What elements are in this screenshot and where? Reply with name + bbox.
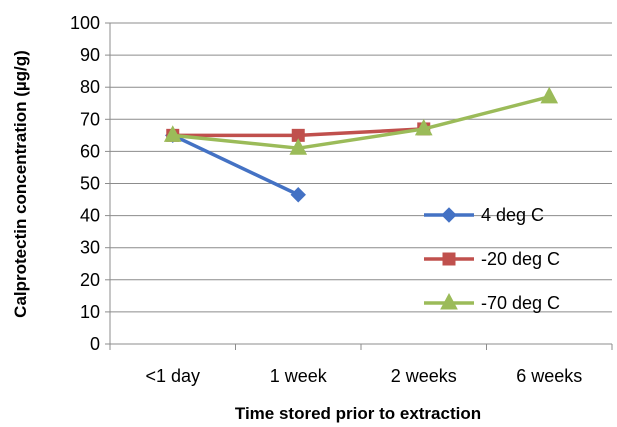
x-tick-label: 1 week <box>270 366 328 386</box>
data-point <box>163 125 182 142</box>
legend-entry: -20 deg C <box>424 249 560 269</box>
data-point <box>540 86 559 104</box>
data-point <box>289 138 308 155</box>
y-tick-label: 60 <box>80 141 100 161</box>
y-tick-label: 20 <box>80 270 100 290</box>
y-tick-label: 50 <box>80 174 100 194</box>
legend-entry: 4 deg C <box>424 205 544 225</box>
y-tick-label: 90 <box>80 45 100 65</box>
legend-marker <box>441 207 457 223</box>
x-tick-label: 2 weeks <box>391 366 457 386</box>
y-axis-title: Calprotectin concentration (µg/g) <box>11 50 30 318</box>
data-point <box>414 118 433 136</box>
y-tick-label: 0 <box>90 334 100 354</box>
data-point <box>290 187 306 203</box>
legend: 4 deg C -20 deg C -70 deg C <box>424 205 560 313</box>
series-line <box>171 95 551 150</box>
x-tick-label: <1 day <box>145 366 200 386</box>
y-tick-label: 80 <box>80 77 100 97</box>
legend-label: -70 deg C <box>481 293 560 313</box>
y-tick-label: 30 <box>80 238 100 258</box>
gridlines <box>110 22 612 313</box>
y-tick-label: 40 <box>80 206 100 226</box>
legend-label: -20 deg C <box>481 249 560 269</box>
x-tick-labels: <1 day 1 week 2 weeks 6 weeks <box>145 366 582 386</box>
y-tick-label: 70 <box>80 109 100 129</box>
series-0 <box>165 127 306 203</box>
x-tick-label: 6 weeks <box>516 366 582 386</box>
y-tick-label: 10 <box>80 302 100 322</box>
y-tick-label: 100 <box>70 13 100 33</box>
series-line <box>171 133 300 197</box>
legend-label: 4 deg C <box>481 205 544 225</box>
y-tick-labels: 0 10 20 30 40 50 60 70 80 90 100 <box>70 13 100 354</box>
legend-marker <box>440 292 458 310</box>
series-2 <box>163 86 559 155</box>
x-axis-title: Time stored prior to extraction <box>235 404 481 423</box>
series-lines <box>163 86 559 203</box>
legend-entry: -70 deg C <box>424 292 560 313</box>
axes <box>105 22 613 350</box>
legend-marker <box>442 252 456 266</box>
